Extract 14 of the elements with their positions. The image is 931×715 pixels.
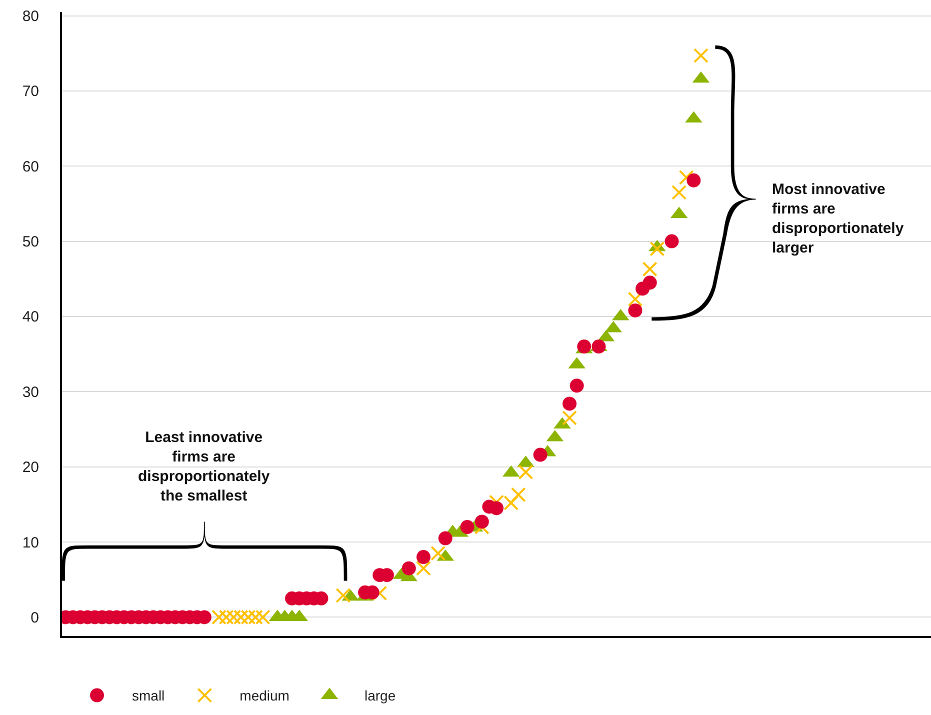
y-tick-label: 80	[22, 8, 39, 26]
legend-label: small	[132, 688, 165, 704]
y-tick-label: 70	[22, 83, 39, 100]
y-tick-label: 30	[22, 384, 39, 401]
y-tick-label: 60	[22, 158, 39, 176]
y-tick-label: 0	[30, 609, 39, 626]
y-tick-label: 50	[22, 234, 39, 251]
y-tick-label: 20	[22, 459, 39, 476]
legend-label: medium	[240, 688, 290, 704]
annotation: Least innovative firms are disproportionately the smallest	[138, 429, 270, 504]
y-tick-label: 40	[22, 308, 39, 326]
legend-label: large	[364, 688, 396, 704]
y-tick-label: 10	[22, 534, 39, 552]
annotation: Most innovative firms are disproportionately larger	[772, 181, 904, 256]
